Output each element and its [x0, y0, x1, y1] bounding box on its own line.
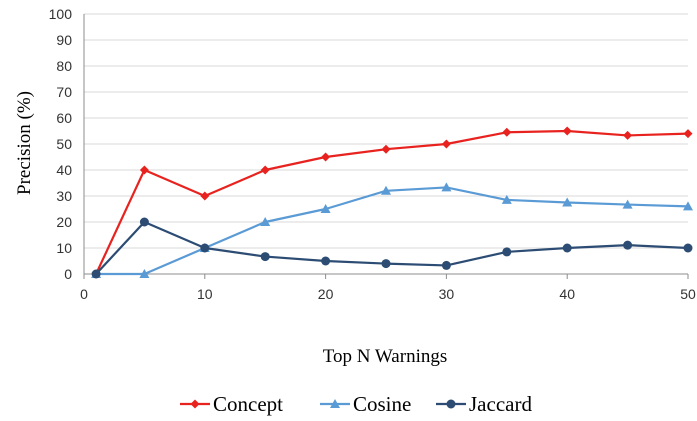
data-point-jaccard: [200, 243, 210, 253]
legend-label: Concept: [213, 392, 283, 416]
data-point-concept: [260, 165, 270, 175]
data-point-jaccard: [260, 252, 270, 262]
data-point-concept: [200, 191, 210, 201]
legend-marker: [330, 399, 340, 408]
legend-item-cosine: Cosine: [320, 392, 411, 416]
x-tick-label: 0: [80, 286, 88, 302]
gridlines: [84, 13, 688, 249]
data-point-concept: [562, 126, 572, 136]
data-point-concept: [321, 152, 331, 162]
y-tick-label: 80: [56, 58, 72, 74]
y-tick-label: 30: [56, 188, 72, 204]
data-point-cosine: [320, 204, 331, 213]
y-tick-label: 90: [56, 32, 72, 48]
data-point-cosine: [441, 182, 452, 192]
data-point-jaccard: [321, 256, 331, 266]
data-point-concept: [441, 139, 451, 149]
series-concept: [91, 126, 693, 279]
data-point-concept: [502, 127, 512, 137]
legend-label: Cosine: [353, 392, 411, 416]
legend-marker: [190, 399, 200, 409]
data-point-jaccard: [562, 243, 572, 253]
legend-marker: [446, 399, 456, 409]
x-tick-label: 50: [680, 286, 696, 302]
data-point-cosine: [622, 199, 633, 209]
x-tick-label: 30: [439, 286, 455, 302]
data-point-jaccard: [139, 217, 149, 227]
data-point-concept: [683, 129, 693, 139]
tick-labels: 0 10 20 30 40 50 60 70 80 90 100 0 10 20 30 40 50: [49, 6, 696, 302]
series-line-cosine: [96, 186, 689, 276]
data-point-jaccard: [381, 259, 391, 269]
legend: Concept Cosine Jaccard: [180, 392, 532, 416]
legend-item-concept: Concept: [180, 392, 283, 416]
y-tick-label: 40: [56, 162, 72, 178]
data-point-concept: [623, 130, 633, 140]
y-tick-label: 10: [56, 240, 72, 256]
x-axis-title: Top N Warnings: [323, 346, 448, 367]
y-tick-label: 0: [64, 266, 72, 282]
series-jaccard: [91, 217, 693, 279]
data-point-jaccard: [441, 260, 451, 270]
x-tick-label: 40: [559, 286, 575, 302]
data-point-concept: [139, 165, 149, 175]
y-tick-label: 50: [56, 136, 72, 152]
y-axis-title: Precision (%): [14, 91, 35, 195]
y-tick-label: 70: [56, 84, 72, 100]
data-point-jaccard: [91, 269, 101, 279]
data-point-cosine: [139, 269, 150, 278]
legend-item-jaccard: Jaccard: [436, 392, 532, 416]
data-point-jaccard: [683, 243, 693, 253]
data-point-cosine: [501, 194, 512, 204]
x-tick-label: 20: [318, 286, 334, 302]
series-lines: [91, 126, 693, 279]
y-tick-label: 20: [56, 214, 72, 230]
data-point-cosine: [562, 197, 573, 207]
x-tick-label: 10: [197, 286, 213, 302]
axes: [83, 14, 689, 279]
y-tick-label: 100: [49, 6, 73, 22]
data-point-jaccard: [623, 240, 633, 250]
data-point-cosine: [260, 217, 271, 226]
y-tick-label: 60: [56, 110, 72, 126]
legend-label: Jaccard: [469, 392, 532, 416]
series-line-concept: [95, 129, 689, 275]
data-point-concept: [381, 144, 391, 154]
data-point-jaccard: [502, 247, 512, 257]
data-point-cosine: [683, 201, 693, 211]
data-point-cosine: [381, 185, 391, 195]
